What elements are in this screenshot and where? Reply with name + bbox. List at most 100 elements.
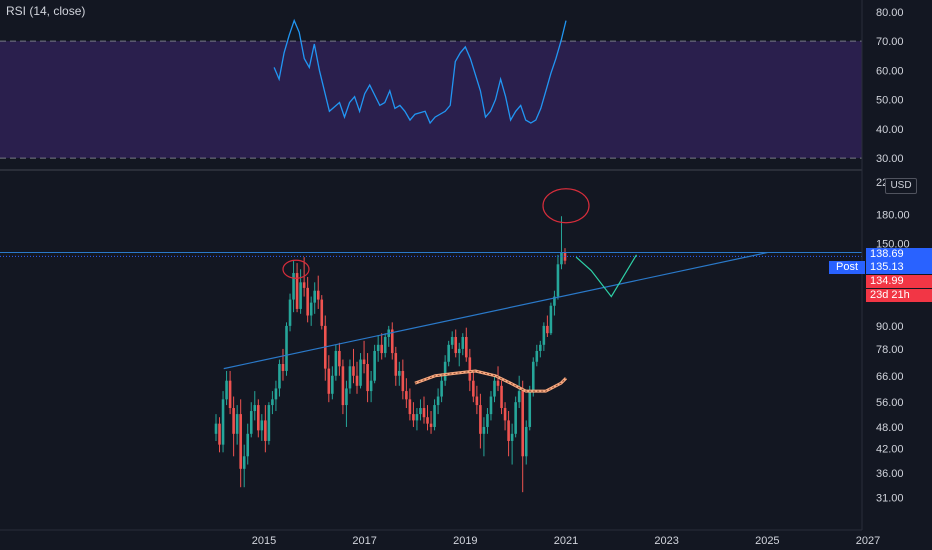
candle-up [443,361,447,381]
candle-down [563,252,567,261]
candle-down [426,417,429,424]
candle-down [302,282,306,288]
candle-down [380,344,383,354]
candle-down [454,336,458,354]
candle-down [327,368,331,394]
prev-price-tag: 134.99 [866,275,932,288]
time-tick-label: 2019 [453,535,477,547]
rsi-band [0,41,862,159]
candle-up [285,325,288,371]
candle-down [472,380,475,397]
candle-down [390,329,394,354]
candle-up [242,456,246,469]
candle-up [383,336,387,354]
candle-up [419,408,422,415]
time-tick-label: 2015 [252,535,276,547]
candle-up [457,348,461,354]
candle-up [450,336,454,345]
candle-up [373,350,376,381]
candle-up [560,252,563,265]
candle-up [556,264,560,297]
rsi-tick-label: 60.00 [876,65,904,77]
candle-up [398,370,401,376]
candle-down [496,380,500,386]
candle-down [295,273,299,309]
post-price-tag: 135.13 [866,261,932,274]
candle-up [334,350,338,376]
candle-up [274,388,278,400]
candle-up [486,414,489,427]
candle-down [362,359,366,365]
rsi-tick-label: 40.00 [876,124,904,136]
candle-up [292,273,295,300]
candle-up [359,359,362,386]
candle-down [239,414,242,469]
candle-up [535,350,539,362]
candle-up [542,325,546,345]
candle-down [521,391,524,457]
candle-up [253,405,257,412]
candle-down [408,399,412,415]
candle-up [260,420,264,431]
price-tick-label: 31.00 [876,492,904,504]
candle-down [338,350,341,367]
candle-down [507,420,510,441]
candle-down [500,385,503,409]
price-tick-label: 66.00 [876,371,904,383]
candle-up [345,388,348,406]
candle-up [489,396,493,415]
price-tick-label: 48.00 [876,422,904,434]
rsi-tick-label: 80.00 [876,7,904,19]
candle-down [546,325,549,334]
candle-up [433,405,436,427]
candle-up [288,299,292,326]
rsi-pane [0,18,862,171]
trendline [223,251,768,370]
candle-up [510,433,514,441]
price-tick-label: 150.00 [876,239,910,251]
candle-down [422,408,426,418]
candle-down [475,396,479,406]
candle-up [214,423,218,434]
moving-average-inner [414,370,567,392]
candle-up [531,361,535,392]
candle-down [355,375,359,386]
candle-down [316,290,320,300]
candle-down [479,405,482,434]
time-tick-label: 2017 [352,535,376,547]
candle-down [218,423,221,445]
candle-up [309,302,313,316]
candle-up [539,344,542,351]
candle-up [278,364,281,389]
candle-up [528,391,532,427]
time-tick-label: 2023 [654,535,678,547]
rsi-title[interactable]: RSI (14, close) [6,4,86,18]
time-tick-label: 2021 [554,535,578,547]
candle-down [401,370,405,392]
candle-down [468,357,472,381]
candle-down [341,366,345,406]
projection-path [575,254,638,298]
time-axis[interactable]: 2015 2017 2019 2021 2023 2025 2027 [0,529,880,547]
post-label: Post [829,261,865,274]
candle-up [447,344,450,362]
candle-up [440,380,443,397]
candle-up [225,380,228,400]
rsi-tick-label: 50.00 [876,95,904,107]
candle-up [376,344,380,351]
candle-down [306,287,309,316]
candle-up [267,405,271,441]
candle-up [235,414,239,434]
currency-label[interactable]: USD [885,178,917,194]
candle-up [271,399,274,406]
candle-down [320,299,324,326]
candle-down [405,391,408,400]
candle-up [436,396,440,406]
candle-down [352,366,355,376]
candle-up [331,375,334,394]
candle-up [482,426,486,434]
time-tick-label: 2027 [856,535,880,547]
candle-up [246,433,250,457]
price-tick-label: 180.00 [876,209,910,221]
